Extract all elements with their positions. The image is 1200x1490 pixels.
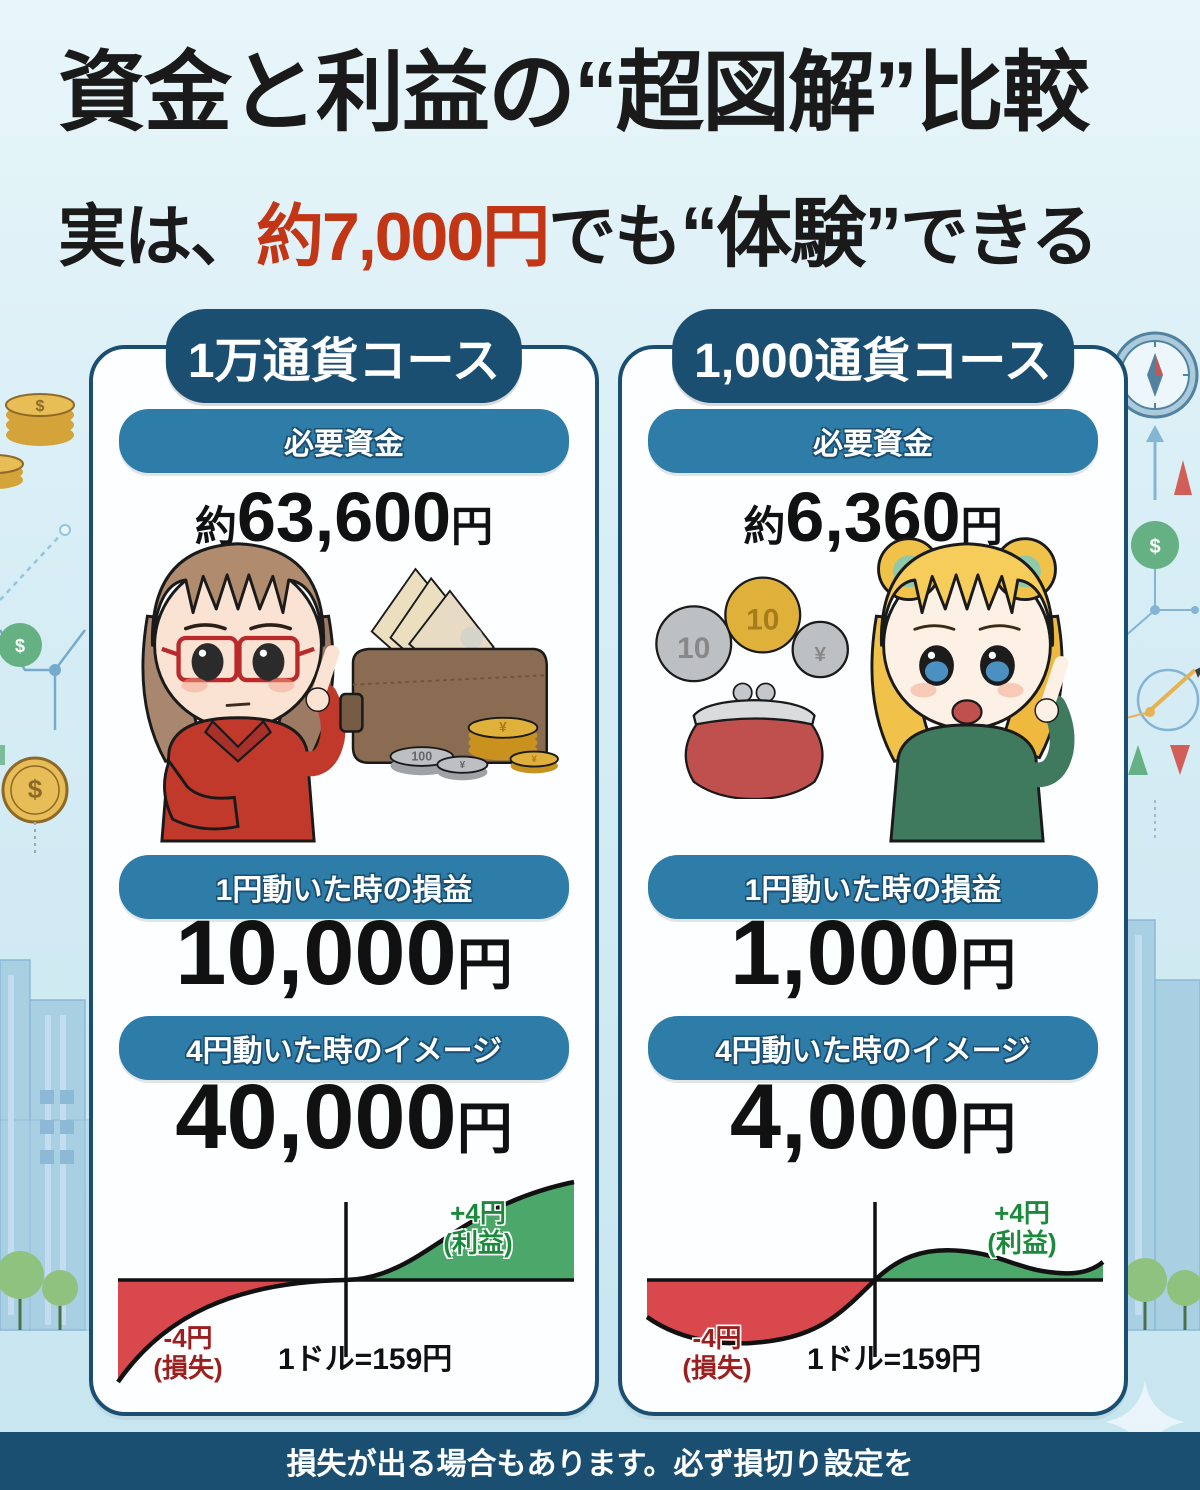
svg-text:¥: ¥: [499, 720, 507, 735]
svg-text:¥: ¥: [814, 643, 826, 666]
svg-text:100: 100: [411, 749, 432, 763]
svg-text:10: 10: [746, 603, 779, 636]
svg-text:10: 10: [677, 632, 710, 665]
svg-text:¥: ¥: [460, 760, 466, 771]
svg-text:¥: ¥: [532, 754, 538, 764]
svg-text:$: $: [28, 774, 43, 804]
svg-text:$: $: [36, 398, 45, 415]
svg-text:$: $: [1149, 536, 1160, 558]
svg-text:$: $: [15, 636, 25, 656]
